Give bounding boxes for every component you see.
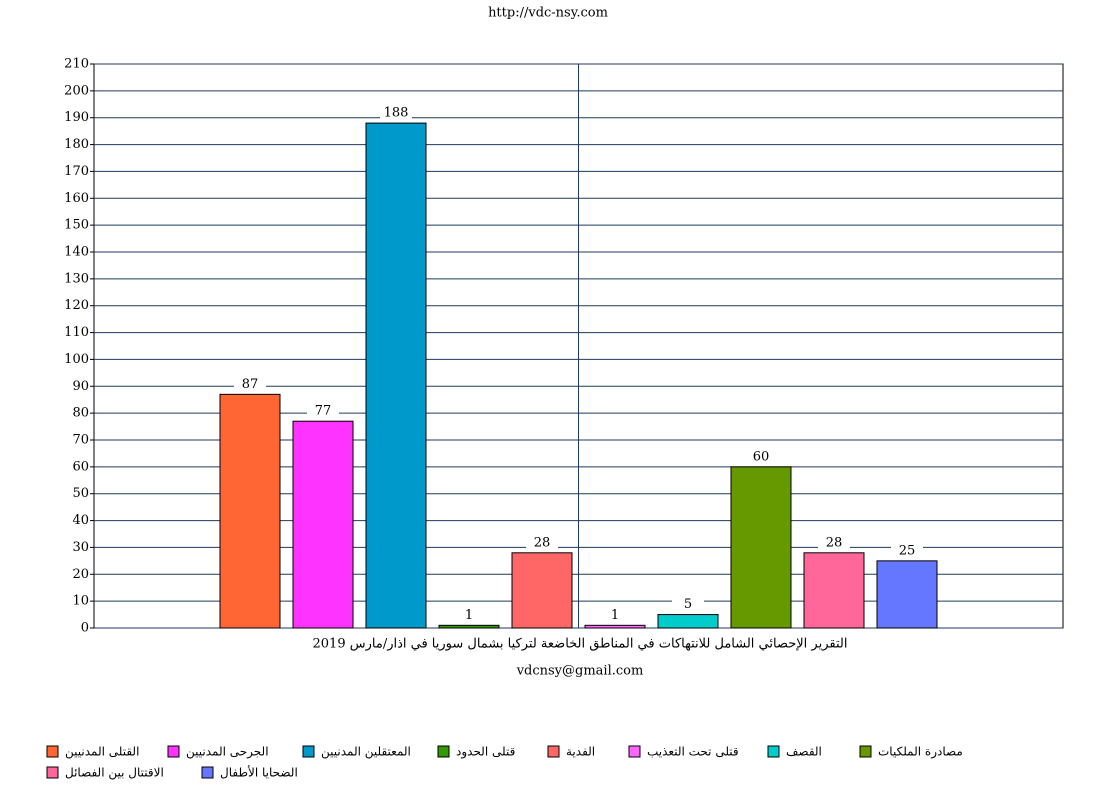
y-tick-label: 180 <box>64 137 89 152</box>
y-tick-label: 130 <box>64 271 89 286</box>
y-tick-label: 10 <box>72 594 89 609</box>
value-label-bg <box>307 403 339 419</box>
value-label: 77 <box>315 404 332 419</box>
legend-label: الفدية <box>566 745 595 759</box>
y-tick-label: 90 <box>72 379 89 394</box>
bar <box>584 624 646 629</box>
value-label-bg <box>526 534 558 550</box>
value-label: 28 <box>826 535 843 550</box>
y-tick-label: 140 <box>64 245 89 260</box>
value-label-bg <box>672 596 704 612</box>
chart-title: http://vdc-nsy.com <box>488 6 608 21</box>
legend-swatch <box>628 745 641 758</box>
y-tick-label: 160 <box>64 191 89 206</box>
x-tick-label: التقرير الإحصائي الشامل للانتهاكات في ال… <box>313 637 848 652</box>
y-tick-label: 40 <box>72 513 89 528</box>
bar <box>438 624 500 629</box>
value-label-bg <box>599 607 631 623</box>
x-axis-label: vdcnsy@gmail.com <box>516 664 644 679</box>
value-label-bg <box>818 534 850 550</box>
y-tick-label: 170 <box>64 164 89 179</box>
y-tick-label: 70 <box>72 433 89 448</box>
value-label: 87 <box>242 377 259 392</box>
legend-label: الجرحى المدنيين <box>186 745 269 760</box>
y-tick-label: 0 <box>81 621 89 636</box>
y-tick-label: 120 <box>64 298 89 313</box>
legend-swatch <box>46 745 59 758</box>
legend-label: قتلى الحدود <box>456 745 515 760</box>
value-label-bg <box>891 542 923 558</box>
bar <box>730 466 792 629</box>
value-label-bg <box>234 376 266 392</box>
bar <box>876 560 938 629</box>
y-tick-label: 80 <box>72 406 89 421</box>
bar <box>292 420 354 629</box>
legend-label: مصادرة الملكيات <box>878 745 963 760</box>
legend-label: القصف <box>786 745 822 759</box>
y-tick-label: 200 <box>64 83 89 98</box>
y-tick-label: 210 <box>64 57 89 72</box>
value-label: 1 <box>465 608 473 623</box>
y-tick-label: 50 <box>72 486 89 501</box>
y-tick-label: 190 <box>64 110 89 125</box>
legend-label: الضحايا الأطفال <box>220 765 298 780</box>
y-tick-label: 20 <box>72 567 89 582</box>
value-label: 60 <box>753 449 770 464</box>
legend-label: قتلى تحت التعذيب <box>647 745 739 759</box>
legend-swatch <box>859 745 872 758</box>
value-label-bg <box>745 448 777 464</box>
y-tick-label: 100 <box>64 352 89 367</box>
bar <box>511 552 573 629</box>
y-tick-label: 60 <box>72 459 89 474</box>
legend-swatch <box>201 766 214 779</box>
value-label: 25 <box>899 543 916 558</box>
bar <box>365 122 427 629</box>
legend-swatch <box>302 745 315 758</box>
value-label: 5 <box>684 597 692 612</box>
bar <box>219 393 281 629</box>
legend-label: القتلى المدنيين <box>65 745 139 760</box>
value-label: 188 <box>384 106 409 121</box>
legend-swatch <box>46 766 59 779</box>
value-label-bg <box>380 105 412 121</box>
legend-swatch <box>547 745 560 758</box>
legend-swatch <box>767 745 780 758</box>
legend-label: المعتقلين المدنيين <box>321 745 411 760</box>
value-label: 1 <box>611 608 619 623</box>
y-tick-label: 30 <box>72 540 89 555</box>
legend-swatch <box>437 745 450 758</box>
bar <box>657 614 719 629</box>
legend-label: الاقتتال بين الفصائل <box>65 766 164 781</box>
bar <box>803 552 865 629</box>
y-tick-label: 110 <box>64 325 89 340</box>
value-label-bg <box>453 607 485 623</box>
y-tick-label: 150 <box>64 218 89 233</box>
value-label: 28 <box>534 535 551 550</box>
legend-swatch <box>167 745 180 758</box>
